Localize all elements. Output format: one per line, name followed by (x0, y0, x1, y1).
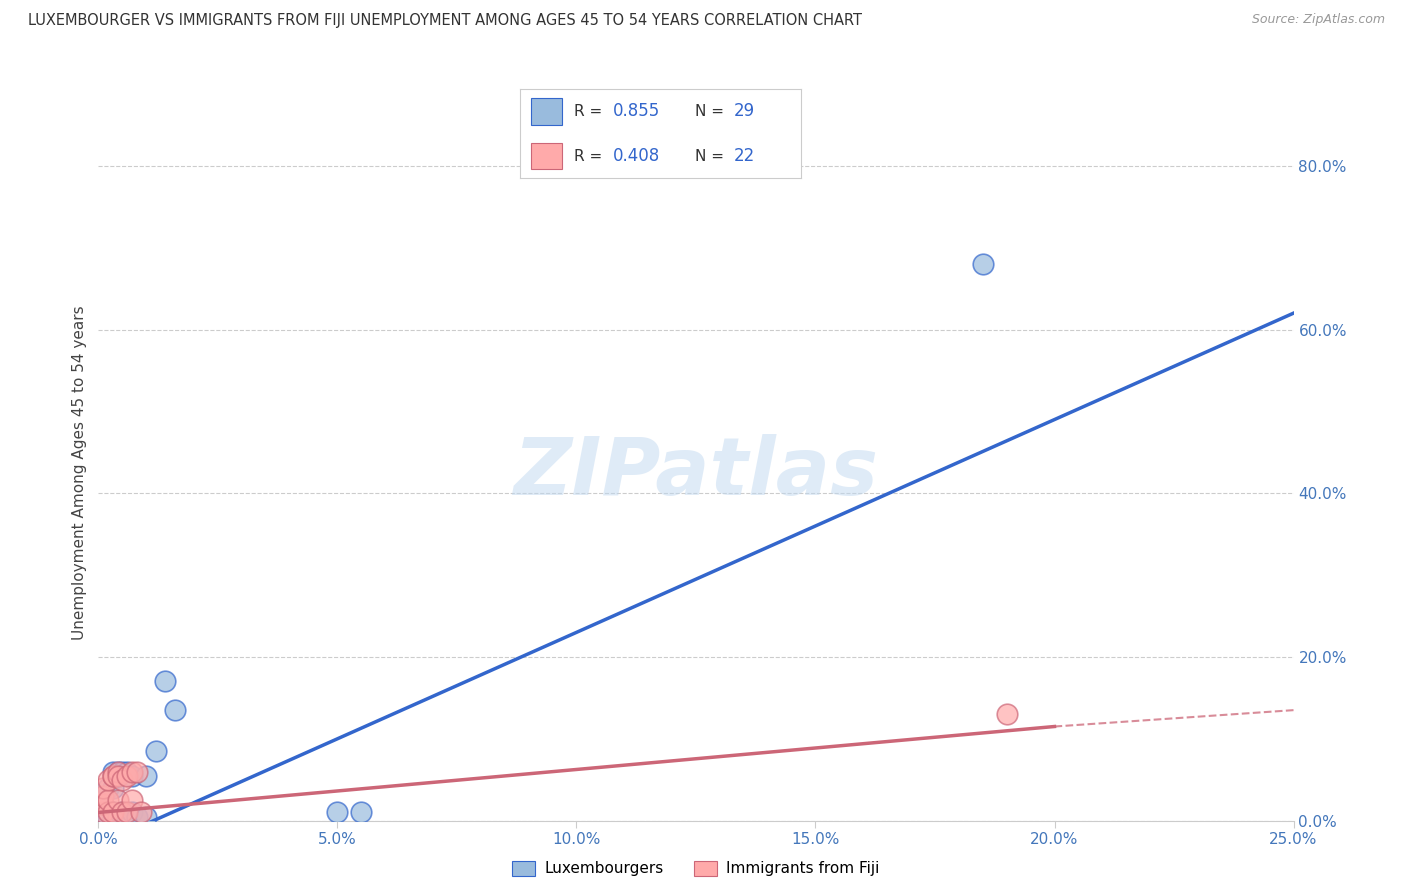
Point (115, 769, 138, 783)
Point (107, 793, 129, 807)
Point (995, 707, 1018, 722)
Point (135, 769, 157, 783)
Point (121, 793, 143, 807)
Point (155, 674, 177, 689)
Text: ZIPatlas: ZIPatlas (513, 434, 879, 512)
Point (111, 809, 134, 823)
Point (97, 805, 120, 820)
Point (101, 805, 124, 820)
Point (326, 805, 349, 820)
Point (131, 805, 153, 820)
Text: Source: ZipAtlas.com: Source: ZipAtlas.com (1251, 13, 1385, 27)
Point (107, 769, 129, 783)
Point (111, 772, 134, 787)
Point (91, 809, 114, 823)
Bar (531, 143, 562, 169)
Point (107, 809, 129, 823)
Point (107, 764, 129, 779)
Point (107, 769, 129, 783)
Text: 29: 29 (734, 103, 755, 120)
Point (972, 257, 994, 271)
Point (97, 780, 120, 795)
Point (111, 764, 134, 779)
Point (163, 703, 186, 717)
Text: 22: 22 (734, 147, 755, 165)
Point (111, 805, 134, 820)
Text: 0.408: 0.408 (613, 147, 661, 165)
Point (91, 797, 114, 812)
Point (111, 805, 134, 820)
Point (135, 809, 157, 823)
Point (145, 744, 167, 758)
Point (121, 805, 143, 820)
Point (115, 809, 138, 823)
Bar (531, 98, 562, 125)
Text: LUXEMBOURGER VS IMMIGRANTS FROM FIJI UNEMPLOYMENT AMONG AGES 45 TO 54 YEARS CORR: LUXEMBOURGER VS IMMIGRANTS FROM FIJI UNE… (28, 13, 862, 29)
Point (101, 809, 124, 823)
Point (91, 789, 114, 803)
Point (97, 805, 120, 820)
Point (350, 805, 373, 820)
Point (115, 764, 138, 779)
Y-axis label: Unemployment Among Ages 45 to 54 years: Unemployment Among Ages 45 to 54 years (72, 305, 87, 640)
Point (125, 764, 148, 779)
Point (121, 769, 143, 783)
Point (101, 769, 124, 783)
Point (91, 805, 114, 820)
Point (107, 764, 129, 779)
Point (101, 769, 124, 783)
Point (101, 805, 124, 820)
Text: N =: N = (695, 149, 728, 163)
Text: R =: R = (574, 104, 607, 119)
Point (97, 772, 120, 787)
Point (101, 780, 124, 795)
Text: R =: R = (574, 149, 607, 163)
Point (121, 764, 143, 779)
Point (91, 797, 114, 812)
Text: N =: N = (695, 104, 728, 119)
Point (97, 809, 120, 823)
Point (91, 780, 114, 795)
Point (91, 805, 114, 820)
Point (125, 809, 148, 823)
Point (97, 793, 120, 807)
Legend: Luxembourgers, Immigrants from Fiji: Luxembourgers, Immigrants from Fiji (506, 855, 886, 882)
Point (115, 805, 138, 820)
Text: 0.855: 0.855 (613, 103, 661, 120)
Point (101, 764, 124, 779)
